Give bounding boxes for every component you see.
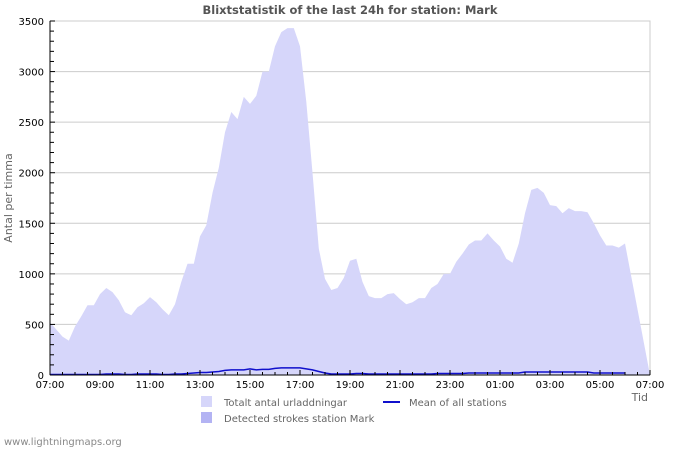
x-tick-label: 07:00 bbox=[36, 380, 65, 391]
x-tick-label: 17:00 bbox=[286, 380, 315, 391]
x-tick-label: 05:00 bbox=[586, 380, 615, 391]
x-tick-label: 09:00 bbox=[86, 380, 115, 391]
x-tick-label: 03:00 bbox=[536, 380, 565, 391]
legend-swatch-total bbox=[201, 396, 212, 407]
y-axis-label: Antal per timma bbox=[2, 153, 15, 242]
x-axis: 07:00 09:00 11:00 13:00 15:00 17:00 19:00 21:00… bbox=[36, 370, 665, 391]
y-tick-label: 2500 bbox=[19, 118, 44, 129]
chart-title: Blixtstatistik of the last 24h for stati… bbox=[202, 3, 497, 17]
x-tick-label: 13:00 bbox=[186, 380, 215, 391]
x-tick-label: 19:00 bbox=[336, 380, 365, 391]
y-tick-label: 3000 bbox=[19, 68, 44, 79]
x-tick-label: 15:00 bbox=[236, 380, 265, 391]
y-tick-label: 2000 bbox=[19, 169, 44, 180]
y-tick-label: 1500 bbox=[19, 219, 44, 230]
total-discharges-area bbox=[50, 28, 650, 375]
footer-source-link[interactable]: www.lightningmaps.org bbox=[4, 437, 122, 448]
x-tick-label: 21:00 bbox=[386, 380, 415, 391]
x-axis-label: Tid bbox=[631, 391, 648, 404]
legend-swatch-detected bbox=[201, 412, 212, 423]
y-tick-label: 0 bbox=[38, 371, 44, 382]
legend-label-total: Totalt antal urladdningar bbox=[223, 398, 348, 409]
x-tick-label: 07:00 bbox=[636, 380, 665, 391]
legend: Totalt antal urladdningar Mean of all st… bbox=[201, 396, 507, 425]
x-tick-label: 11:00 bbox=[136, 380, 165, 391]
y-tick-label: 3500 bbox=[19, 17, 44, 28]
legend-label-mean: Mean of all stations bbox=[409, 398, 507, 409]
legend-label-detected: Detected strokes station Mark bbox=[224, 414, 375, 425]
x-tick-label: 23:00 bbox=[436, 380, 465, 391]
x-tick-label: 01:00 bbox=[486, 380, 515, 391]
y-tick-label: 1000 bbox=[19, 270, 44, 281]
y-tick-label: 500 bbox=[25, 320, 44, 331]
y-axis: 0 500 1000 1500 2000 2500 3000 3500 bbox=[19, 17, 55, 382]
